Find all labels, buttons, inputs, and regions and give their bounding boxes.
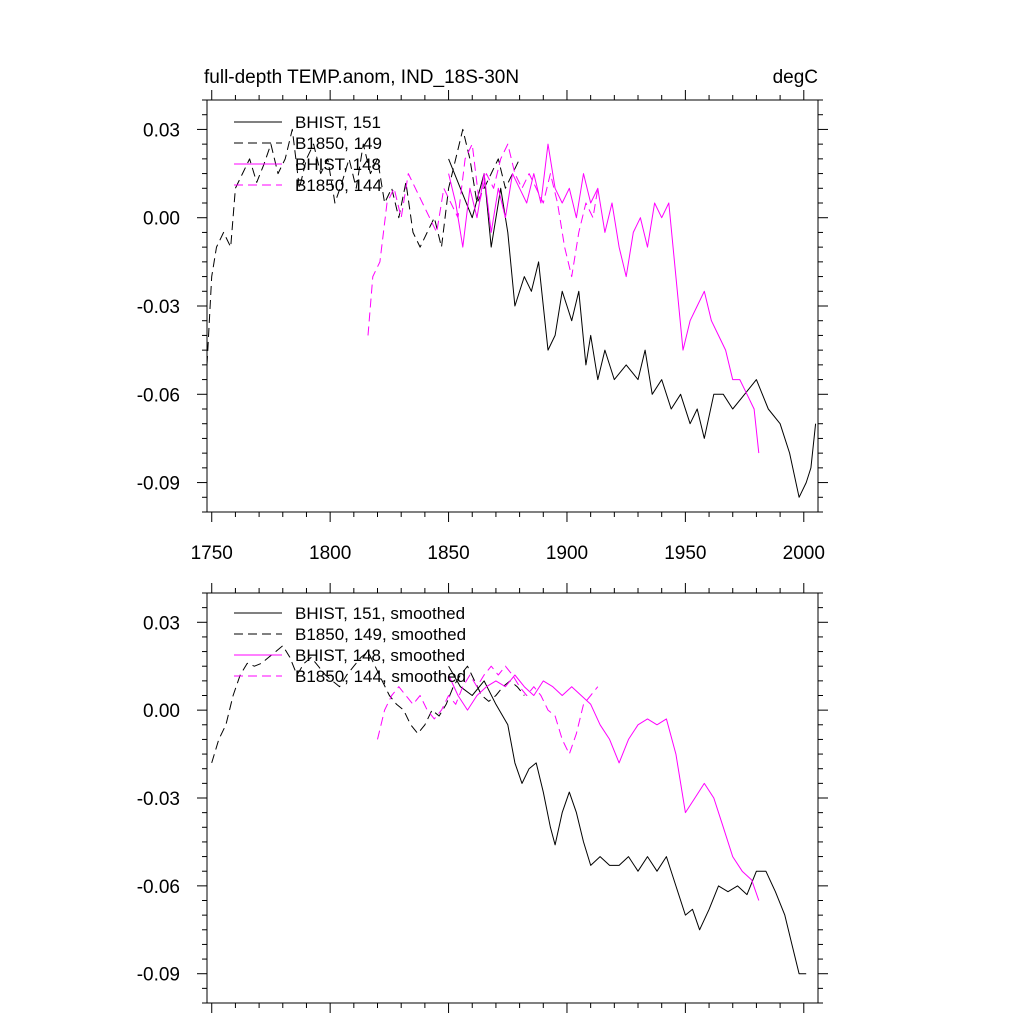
plot-frame	[206, 99, 819, 513]
legend-label: B1850, 144, smoothed	[295, 667, 466, 686]
y-tick-label: -0.03	[137, 789, 180, 810]
series-line-b1850-144	[367, 143, 599, 336]
x-tick-label: 1750	[191, 543, 233, 564]
y-tick-label: 0.03	[143, 613, 180, 634]
y-tick-label: 0.03	[143, 120, 180, 141]
legend: BHIST, 151, smoothed B1850, 149, smoothed…	[234, 604, 466, 686]
y-tick-label: -0.06	[137, 385, 180, 406]
legend-label: BHIST, 148	[295, 155, 381, 174]
plot-frame	[206, 592, 819, 1004]
legend-label: BHIST, 151, smoothed	[295, 604, 465, 623]
legend-label: BHIST, 151	[295, 113, 381, 132]
y-tick-label: -0.09	[137, 474, 180, 495]
legend-label: B1850, 144	[295, 176, 382, 195]
x-tick-label: 2000	[783, 543, 825, 564]
series-line-bhist-151-smoothed	[448, 665, 807, 975]
series-line-b1850-149	[206, 128, 521, 365]
series-line-bhist-151	[448, 158, 817, 498]
y-tick-label: -0.03	[137, 297, 180, 318]
top-chart-panel: full-depth TEMP.anom, IND_18S-30N degC 1…	[137, 67, 828, 564]
legend: BHIST, 151 B1850, 149 BHIST, 148 B1850, 144	[234, 113, 382, 195]
legend-label: B1850, 149, smoothed	[295, 625, 466, 644]
x-tick-label: 1950	[664, 543, 706, 564]
bottom-chart-panel: 0.03 0.00 -0.03 -0.06 -0.09 BHIST, 151, smoo…	[137, 583, 828, 1013]
y-tick-label: 0.00	[143, 701, 180, 722]
chart-title: full-depth TEMP.anom, IND_18S-30N	[204, 67, 519, 88]
y-tick-label: 0.00	[143, 209, 180, 230]
x-tick-label: 1900	[546, 543, 588, 564]
series-line-b1850-149-smoothed	[211, 645, 525, 764]
series-line-bhist-148	[448, 143, 760, 454]
y-tick-label: -0.09	[137, 965, 180, 986]
legend-label: BHIST, 148, smoothed	[295, 646, 465, 665]
x-tick-label: 1800	[309, 543, 351, 564]
units-label: degC	[773, 67, 818, 88]
y-tick-label: -0.06	[137, 877, 180, 898]
series-line-bhist-148-smoothed	[448, 674, 760, 901]
legend-label: B1850, 149	[295, 134, 382, 153]
series-line-b1850-144-smoothed	[377, 665, 599, 755]
x-tick-label: 1850	[427, 543, 469, 564]
